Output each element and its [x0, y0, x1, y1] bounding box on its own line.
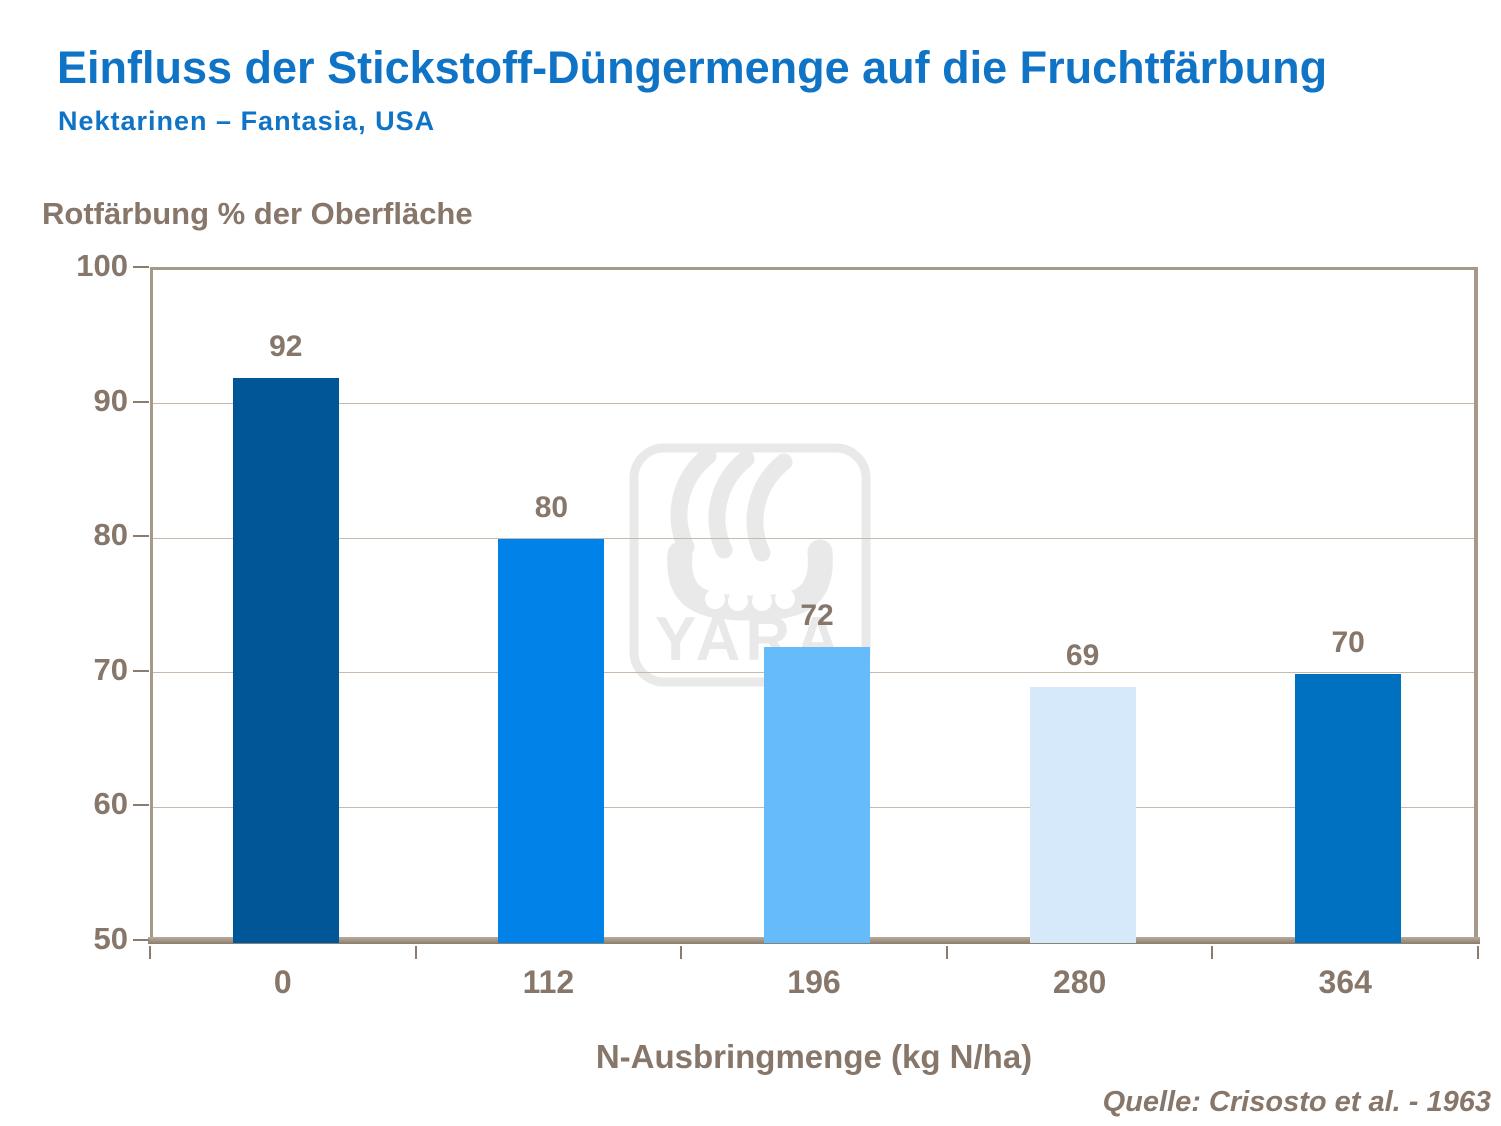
- watermark-frame: [629, 443, 871, 687]
- yara-ship-icon: [667, 539, 833, 621]
- y-tick-label-80: 80: [93, 517, 128, 553]
- gridline-80: [153, 537, 1474, 539]
- x-tick-label-112: 112: [522, 964, 575, 1000]
- y-tick-label-70: 70: [93, 651, 128, 687]
- bar-364: [1295, 673, 1402, 943]
- y-tick-mark-90: [133, 400, 149, 403]
- chart-title: Einfluss der Stickstoff-Düngermenge auf …: [57, 42, 1328, 93]
- x-tick-label-0: 0: [273, 964, 292, 1000]
- bar-0: [232, 377, 339, 943]
- y-tick-label-60: 60: [93, 786, 128, 822]
- bar-196: [764, 646, 870, 943]
- bar-112: [498, 539, 605, 943]
- y-tick-label-50: 50: [93, 921, 128, 956]
- y-tick-mark-80: [133, 535, 149, 538]
- x-tick-label-196: 196: [787, 964, 841, 1000]
- chart-subtitle: Nektarinen – Fantasia, USA: [58, 106, 436, 136]
- source-citation: Quelle: Crisosto et al. - 1963: [1102, 1086, 1491, 1118]
- bar-value-label-280: 69: [1065, 639, 1100, 673]
- plot-area: 92 80 72 69 70: [150, 267, 1478, 943]
- y-tick-mark-100: [133, 266, 149, 268]
- y-tick-label-90: 90: [93, 382, 128, 418]
- x-tick-mark-0: [149, 946, 151, 959]
- x-tick-mark-5: [1477, 946, 1479, 959]
- x-tick-mark-1: [414, 946, 417, 959]
- y-tick-label-100: 100: [76, 248, 128, 283]
- bar-value-label-196: 72: [800, 598, 834, 632]
- y-tick-mark-50: [133, 939, 149, 941]
- y-tick-mark-70: [133, 669, 149, 672]
- y-axis-label: Rotfärbung % der Oberfläche: [42, 196, 473, 231]
- bar-value-label-0: 92: [269, 329, 303, 363]
- bar-value-label-112: 80: [534, 491, 569, 525]
- bar-280: [1029, 687, 1136, 943]
- x-tick-mark-3: [945, 946, 948, 959]
- gridline-90: [153, 403, 1474, 405]
- x-tick-label-280: 280: [1052, 964, 1107, 1000]
- y-tick-mark-60: [133, 804, 149, 807]
- x-tick-mark-4: [1211, 946, 1214, 959]
- x-axis-title: N-Ausbringmenge (kg N/ha): [595, 1038, 1033, 1075]
- x-tick-label-364: 364: [1318, 964, 1372, 1000]
- x-tick-mark-2: [680, 946, 683, 959]
- bar-value-label-364: 70: [1331, 625, 1365, 659]
